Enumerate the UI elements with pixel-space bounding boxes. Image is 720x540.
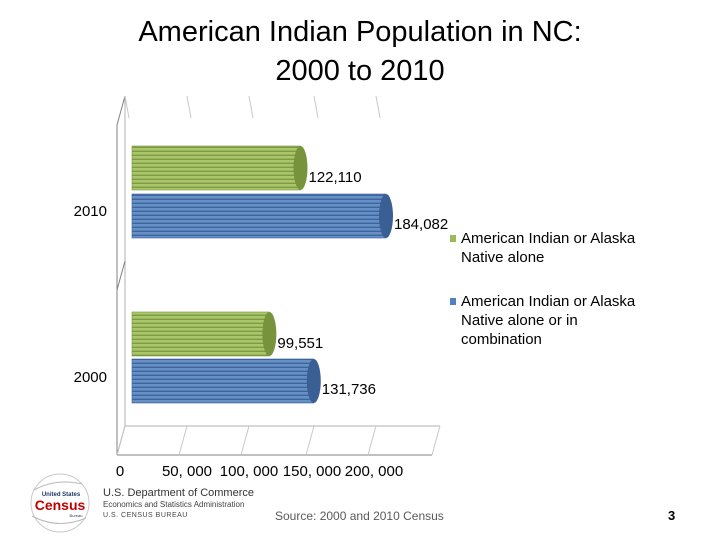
x-tick-label-0: 0 xyxy=(116,463,124,480)
legend-item-combination: American Indian or Alaska Native alone o… xyxy=(450,292,635,348)
depth-tick-2 xyxy=(248,95,254,119)
category-label-2000: 2000 xyxy=(74,369,107,386)
floor-tick-4 xyxy=(367,425,377,456)
svg-text:United States: United States xyxy=(42,492,81,498)
bar-2010-series-1 xyxy=(131,193,387,239)
data-label-2010-series-0: 122,110 xyxy=(308,169,361,186)
dept-line-2: Economics and Statistics Administration xyxy=(103,500,245,509)
legend-item-alone: American Indian or Alaska Native alone xyxy=(450,229,635,266)
dept-line-3: U.S. CENSUS BUREAU xyxy=(103,512,188,519)
chart-title-line-2: 2000 to 2010 xyxy=(275,55,445,87)
x-tick-label-3: 150, 000 xyxy=(283,463,341,480)
depth-tick-1 xyxy=(186,95,192,119)
page-number: 3 xyxy=(668,508,676,523)
axis-depth-top xyxy=(116,95,126,126)
floor-tick-0 xyxy=(116,425,126,456)
depth-tick-4 xyxy=(375,95,381,119)
bar-cap-2010-series-1 xyxy=(379,194,393,238)
category-divider xyxy=(116,260,126,291)
data-label-2000-series-1: 131,736 xyxy=(322,381,376,398)
legend-swatch-green xyxy=(450,235,456,242)
x-tick-label-4: 200, 000 xyxy=(345,463,403,480)
dept-line-1: U.S. Department of Commerce xyxy=(103,487,254,499)
depth-tick-3 xyxy=(313,95,319,119)
svg-text:Census: Census xyxy=(35,497,86,513)
census-bureau-logo: United States Census Bureau xyxy=(26,472,96,534)
bar-2000-series-0 xyxy=(131,311,270,357)
bar-2000-series-1 xyxy=(131,358,315,404)
svg-text:Bureau: Bureau xyxy=(70,513,83,518)
data-label-2010-series-1: 184,082 xyxy=(394,216,448,233)
chart-title-line-1: American Indian Population in NC: xyxy=(138,16,582,48)
depth-tick-0 xyxy=(124,95,130,119)
legend-swatch-blue xyxy=(450,298,456,305)
data-label-2000-series-0: 99,551 xyxy=(277,335,323,352)
floor-tick-3 xyxy=(305,425,315,456)
floor-right-edge xyxy=(431,425,441,456)
bar-cap-2010-series-0 xyxy=(293,146,308,190)
x-tick-label-1: 50, 000 xyxy=(162,463,212,480)
legend-label-alone: American Indian or Alaska Native alone xyxy=(461,230,636,266)
department-of-commerce-text: U.S. Department of Commerce Economics an… xyxy=(103,488,254,521)
floor-tick-1 xyxy=(178,425,188,456)
x-tick-label-2: 100, 000 xyxy=(220,463,278,480)
source-note: Source: 2000 and 2010 Census xyxy=(275,509,444,523)
bar-cap-2000-series-0 xyxy=(262,312,277,356)
legend-label-combination: American Indian or Alaska Native alone o… xyxy=(461,293,636,348)
bar-cap-2000-series-1 xyxy=(306,359,321,403)
floor-tick-2 xyxy=(240,425,250,456)
category-label-2010: 2010 xyxy=(74,203,107,220)
bar-2010-series-0 xyxy=(131,145,301,191)
